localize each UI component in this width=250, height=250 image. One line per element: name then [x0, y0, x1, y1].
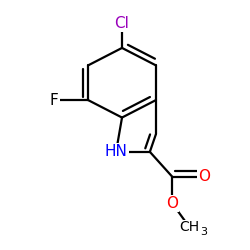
Text: CH: CH: [180, 220, 200, 234]
Text: Cl: Cl: [114, 16, 130, 30]
Text: O: O: [166, 196, 178, 211]
Text: 3: 3: [200, 227, 207, 237]
Text: F: F: [50, 93, 58, 108]
Text: HN: HN: [104, 144, 128, 159]
Text: O: O: [198, 169, 210, 184]
